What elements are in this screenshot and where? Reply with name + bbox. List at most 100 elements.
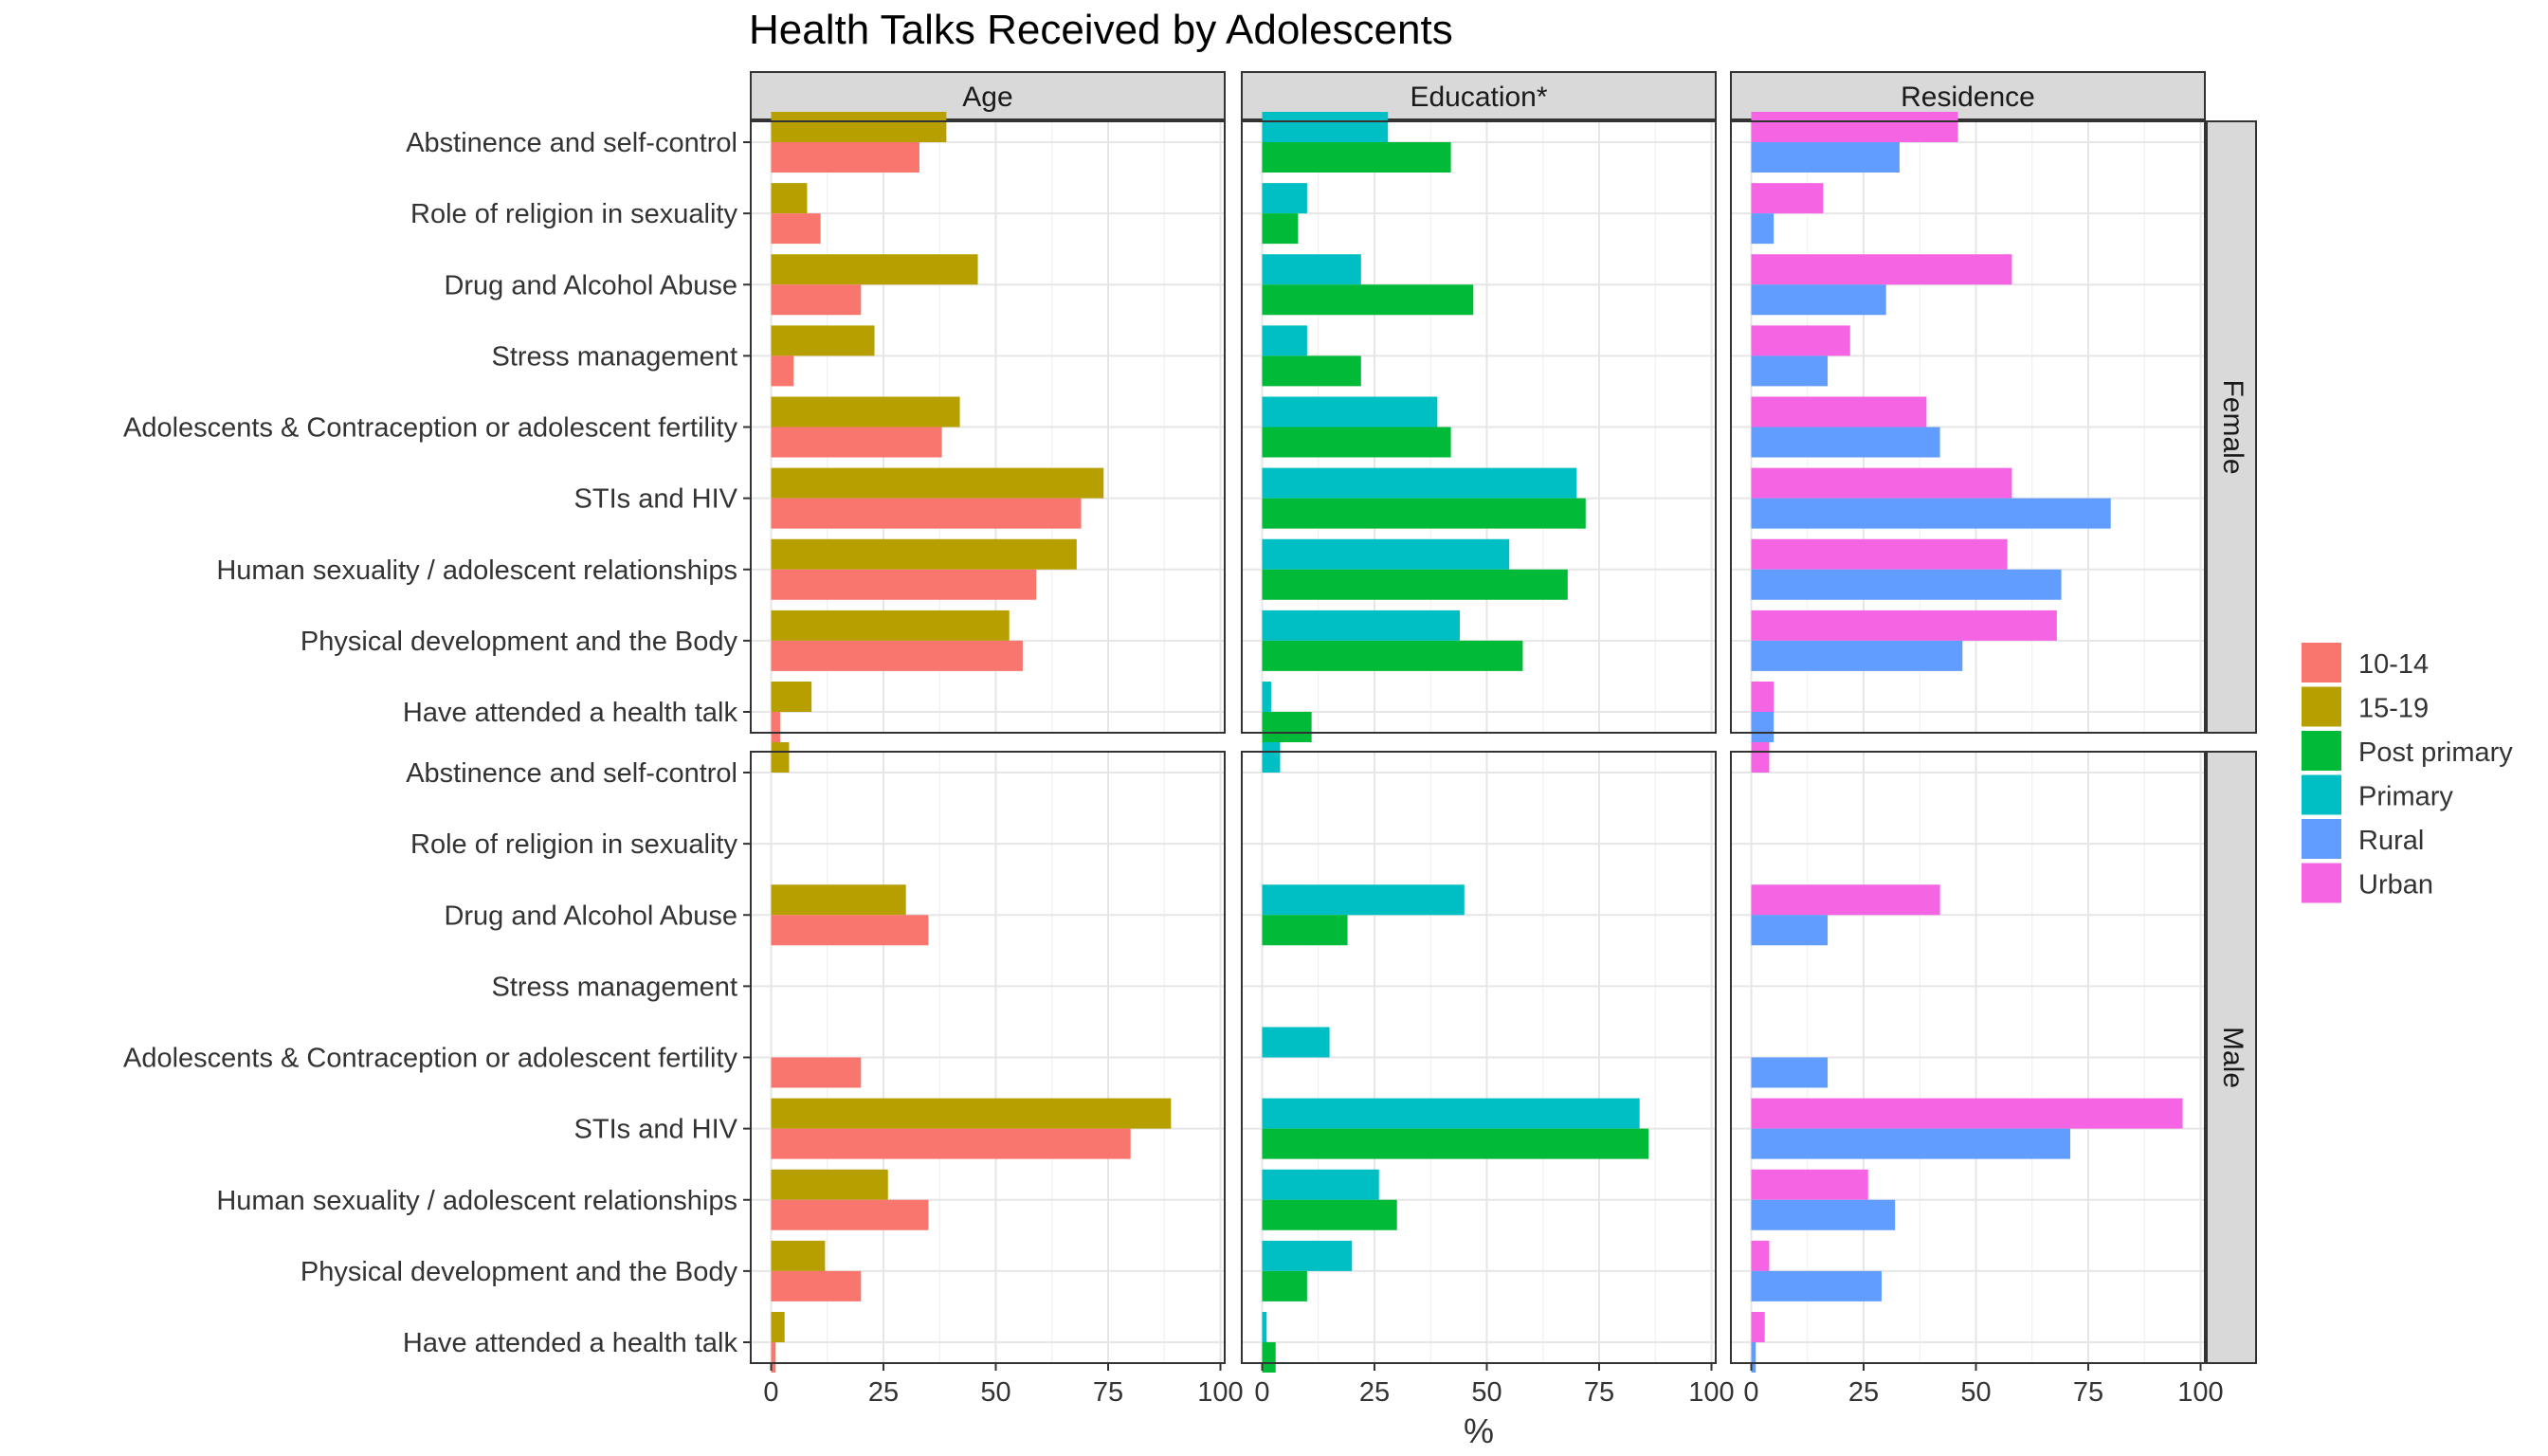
bar-post-primary bbox=[1262, 498, 1586, 529]
bar-10-14 bbox=[771, 569, 1037, 600]
x-tick-label: 0 bbox=[1743, 1377, 1758, 1408]
bar-post-primary bbox=[1262, 640, 1523, 671]
bar-urban bbox=[1751, 396, 1927, 428]
bar-15-19 bbox=[771, 884, 906, 916]
panel-female-1 bbox=[1241, 112, 1717, 742]
bar-10-14 bbox=[771, 640, 1023, 671]
legend-label: 15-19 bbox=[2358, 694, 2429, 724]
bar-primary bbox=[1262, 396, 1438, 428]
legend-label: Urban bbox=[2358, 870, 2433, 901]
bar-15-19 bbox=[771, 610, 1010, 641]
bar-post-primary bbox=[1262, 427, 1451, 458]
bar-rural bbox=[1751, 1199, 1896, 1230]
panel-border bbox=[1241, 120, 1717, 734]
legend-swatch-rural bbox=[2302, 819, 2341, 859]
x-tick-label: 100 bbox=[1197, 1377, 1243, 1408]
bar-rural bbox=[1751, 1128, 2071, 1159]
bar-10-14 bbox=[771, 142, 919, 173]
panel-male-2: 0 25 50 75 100 bbox=[1730, 742, 2224, 1408]
facet-strip-0 bbox=[750, 71, 1226, 120]
y-tick-label: Have attended a health talk bbox=[403, 1328, 738, 1358]
bar-15-19 bbox=[771, 325, 875, 356]
bar-urban bbox=[1751, 1240, 1770, 1271]
row-strip-1 bbox=[2206, 751, 2257, 1364]
x-tick-label: 100 bbox=[1688, 1377, 1734, 1408]
bar-post-primary bbox=[1262, 1199, 1397, 1230]
row-strip-label: Male bbox=[2217, 1027, 2248, 1088]
legend-swatch-primary bbox=[2302, 774, 2341, 815]
panel-male-1: 0 25 50 75 100 bbox=[1241, 742, 1735, 1408]
legend-swatch-urban bbox=[2302, 863, 2341, 903]
bar-10-14 bbox=[771, 1199, 929, 1230]
chart-title: Health Talks Received by Adolescents bbox=[749, 7, 1453, 53]
y-tick-label: Stress management bbox=[491, 972, 737, 1002]
y-tick-label: Drug and Alcohol Abuse bbox=[444, 901, 737, 931]
bar-primary bbox=[1262, 254, 1361, 285]
y-tick-label: Role of religion in sexuality bbox=[410, 199, 737, 229]
y-tick-label: Role of religion in sexuality bbox=[410, 829, 737, 860]
legend-swatch-10-14 bbox=[2302, 643, 2341, 682]
y-tick-label: Have attended a health talk bbox=[403, 698, 738, 728]
bar-primary bbox=[1262, 1098, 1640, 1129]
bar-post-primary bbox=[1262, 712, 1312, 742]
bar-10-14 bbox=[771, 1342, 776, 1373]
bar-rural bbox=[1751, 712, 1774, 742]
x-tick-label: 50 bbox=[1471, 1377, 1502, 1408]
bar-15-19 bbox=[771, 183, 808, 214]
y-tick-label: STIs and HIV bbox=[574, 1115, 738, 1145]
bar-primary bbox=[1262, 742, 1281, 773]
panel-female-0: Abstinence and self-control Role of relig… bbox=[123, 112, 1226, 742]
legend-label: Post primary bbox=[2358, 737, 2513, 768]
bar-urban bbox=[1751, 682, 1774, 712]
bar-10-14 bbox=[771, 355, 794, 387]
bar-rural bbox=[1751, 427, 1940, 458]
x-tick-label: 50 bbox=[980, 1377, 1010, 1408]
bar-rural bbox=[1751, 142, 1900, 173]
bar-10-14 bbox=[771, 1270, 862, 1301]
bar-urban bbox=[1751, 254, 2012, 285]
bar-15-19 bbox=[771, 742, 790, 773]
x-tick-label: 100 bbox=[2177, 1377, 2223, 1408]
bar-10-14 bbox=[771, 915, 929, 946]
panel-female-2 bbox=[1730, 112, 2206, 742]
bar-urban bbox=[1751, 467, 2012, 499]
y-tick-label: Drug and Alcohol Abuse bbox=[444, 270, 737, 300]
bar-rural bbox=[1751, 355, 1829, 387]
bar-10-14 bbox=[771, 213, 821, 245]
x-tick-label: 50 bbox=[1960, 1377, 1991, 1408]
x-tick-label: 75 bbox=[2073, 1377, 2103, 1408]
row-strip-label: Female bbox=[2217, 379, 2248, 474]
bar-15-19 bbox=[771, 1169, 888, 1200]
facet-strip-label: Age bbox=[962, 82, 1012, 113]
bar-rural bbox=[1751, 284, 1886, 316]
y-tick-label: STIs and HIV bbox=[574, 484, 738, 515]
bar-15-19 bbox=[771, 538, 1077, 570]
bar-post-primary bbox=[1262, 142, 1451, 173]
facet-strip-1 bbox=[1241, 71, 1717, 120]
bar-15-19 bbox=[771, 112, 947, 142]
x-tick-label: 0 bbox=[763, 1377, 778, 1408]
legend-label: Rural bbox=[2358, 826, 2424, 856]
bar-15-19 bbox=[771, 682, 812, 712]
bar-post-primary bbox=[1262, 213, 1299, 245]
panel-border bbox=[1730, 120, 2206, 734]
y-tick-label: Adolescents & Contraception or adolescen… bbox=[123, 1044, 738, 1074]
facet-strip-2 bbox=[1730, 71, 2206, 120]
facet-strip-label: Residence bbox=[1901, 82, 2035, 113]
bar-urban bbox=[1751, 884, 1940, 916]
bar-primary bbox=[1262, 1312, 1267, 1342]
bar-10-14 bbox=[771, 284, 862, 316]
bar-primary bbox=[1262, 1169, 1379, 1200]
panel-male-0: Abstinence and self-control Role of relig… bbox=[123, 742, 1244, 1408]
bar-primary bbox=[1262, 112, 1389, 142]
x-tick-label: 0 bbox=[1254, 1377, 1269, 1408]
bar-15-19 bbox=[771, 1098, 1172, 1129]
y-tick-label: Human sexuality / adolescent relationshi… bbox=[216, 555, 737, 586]
x-tick-label: 75 bbox=[1584, 1377, 1614, 1408]
y-tick-label: Adolescents & Contraception or adolescen… bbox=[123, 413, 738, 444]
bar-urban bbox=[1751, 112, 1958, 142]
bar-primary bbox=[1262, 884, 1465, 916]
bar-rural bbox=[1751, 915, 1829, 946]
legend-swatch-post-primary bbox=[2302, 731, 2341, 771]
